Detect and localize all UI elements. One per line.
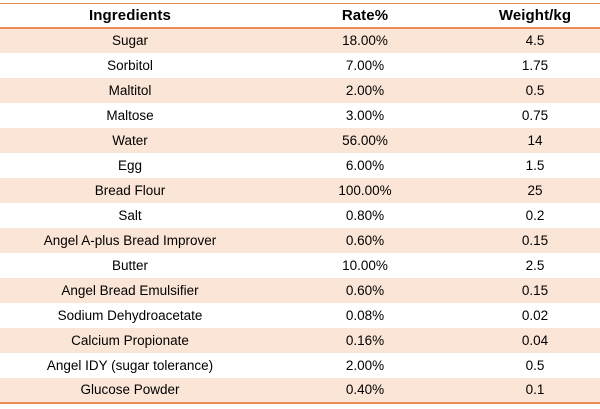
rate-cell: 0.40% <box>345 382 385 397</box>
weight-cell: 0.5 <box>525 357 545 373</box>
table-row: Egg 6.00% 1.5 <box>0 152 600 178</box>
ingredient-name-cell: Sorbitol <box>107 57 153 73</box>
col-header-weight: Weight/kg <box>470 3 600 29</box>
rate-cell: 56.00% <box>342 132 388 148</box>
ingredient-name-cell: Calcium Propionate <box>71 332 189 348</box>
table-row: Water 56.00% 14 <box>0 127 600 153</box>
table-row: Sorbitol 7.00% 1.75 <box>0 52 600 78</box>
weight-cell: 1.5 <box>525 157 545 173</box>
rate-cell: 2.00% <box>345 82 385 98</box>
ingredient-name-cell: Water <box>112 132 148 148</box>
table-row: Maltitol 2.00% 0.5 <box>0 77 600 103</box>
ingredient-name-cell: Sugar <box>111 33 149 48</box>
rate-cell: 7.00% <box>345 57 385 73</box>
ingredient-name-cell: Sodium Dehydroacetate <box>57 307 203 323</box>
table-row: Calcium Propionate 0.16% 0.04 <box>0 327 600 353</box>
ingredient-name-cell: Angel Bread Emulsifier <box>61 282 199 298</box>
rate-cell: 0.60% <box>345 282 385 298</box>
rate-cell: 100.00% <box>338 182 392 198</box>
col-header-ingredients: Ingredients <box>0 3 260 29</box>
ingredient-name-cell: Glucose Powder <box>80 382 180 397</box>
table-body: Sugar 18.00% 4.5 Sorbitol 7.00% 1.75 Maltitol 2… <box>0 27 600 403</box>
rate-cell: 10.00% <box>342 257 388 273</box>
weight-cell: 0.02 <box>521 307 549 323</box>
table-row: Angel Bread Emulsifier 0.60% 0.15 <box>0 277 600 303</box>
weight-cell: 0.5 <box>525 82 545 98</box>
rate-cell: 0.08% <box>345 307 385 323</box>
table-row: Glucose Powder 0.40% 0.1 <box>0 377 600 403</box>
rate-cell: 18.00% <box>342 33 388 48</box>
rate-cell: 0.16% <box>345 332 385 348</box>
table-row: Salt 0.80% 0.2 <box>0 202 600 228</box>
ingredient-name-cell: Bread Flour <box>94 182 166 198</box>
weight-cell: 0.15 <box>521 282 549 298</box>
ingredient-name-cell: Salt <box>118 207 142 223</box>
rate-cell: 0.80% <box>345 207 385 223</box>
table-row: Angel IDY (sugar tolerance) 2.00% 0.5 <box>0 352 600 378</box>
weight-cell: 0.75 <box>521 107 549 123</box>
weight-cell: 2.5 <box>525 257 545 273</box>
weight-cell: 0.04 <box>521 332 549 348</box>
ingredient-name-cell: Maltose <box>106 107 154 123</box>
table-row: Sodium Dehydroacetate 0.08% 0.02 <box>0 302 600 328</box>
ingredients-table: Ingredients Rate% Weight/kg Sugar 18.00% 4… <box>0 3 600 404</box>
ingredient-name-cell: Angel IDY (sugar tolerance) <box>46 357 214 373</box>
weight-cell: 1.75 <box>521 57 549 73</box>
ingredient-name-cell: Egg <box>117 157 143 173</box>
col-header-rate: Rate% <box>260 3 470 29</box>
table-row: Maltose 3.00% 0.75 <box>0 102 600 128</box>
table-row: Butter 10.00% 2.5 <box>0 252 600 278</box>
weight-cell: 4.5 <box>525 33 545 48</box>
ingredient-name-cell: Angel A-plus Bread Improver <box>43 232 217 248</box>
table-row: Bread Flour 100.00% 25 <box>0 177 600 203</box>
table-row: Angel A-plus Bread Improver 0.60% 0.15 <box>0 227 600 253</box>
header-row: Ingredients Rate% Weight/kg <box>0 3 600 29</box>
weight-cell: 25 <box>527 182 543 198</box>
weight-cell: 14 <box>527 132 543 148</box>
rate-cell: 6.00% <box>345 157 385 173</box>
weight-cell: 0.1 <box>525 382 545 397</box>
rate-cell: 3.00% <box>345 107 385 123</box>
rate-cell: 0.60% <box>345 232 385 248</box>
ingredient-name-cell: Butter <box>111 257 149 273</box>
weight-cell: 0.2 <box>525 207 545 223</box>
rate-cell: 2.00% <box>345 357 385 373</box>
ingredient-name-cell: Maltitol <box>108 82 152 98</box>
weight-cell: 0.15 <box>521 232 549 248</box>
table-row: Sugar 18.00% 4.5 <box>0 27 600 53</box>
